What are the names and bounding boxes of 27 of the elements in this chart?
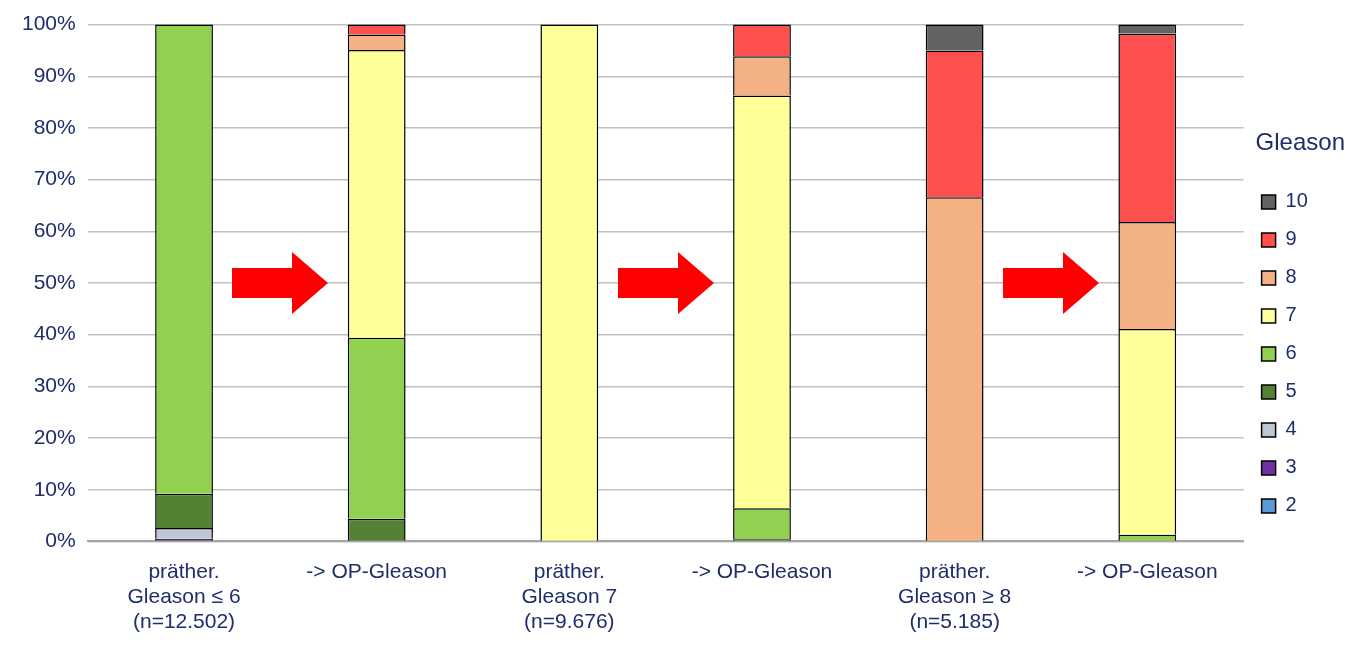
legend-title: Gleason xyxy=(1255,127,1345,155)
x-tick-label: präther. Gleason ≥ 8 (n=5.185) xyxy=(898,558,1012,633)
legend-label: 9 xyxy=(1285,227,1297,250)
x-tick-label: -> OP-Gleason xyxy=(1076,558,1218,582)
y-tick-label: 0% xyxy=(45,528,76,552)
y-tick-label: 40% xyxy=(33,321,76,345)
x-tick-label: präther. Gleason 7 (n=9.676) xyxy=(521,558,618,633)
y-tick-label: 80% xyxy=(33,114,76,138)
legend-label: 10 xyxy=(1285,189,1308,212)
y-tick-label: 20% xyxy=(33,424,76,448)
y-tick-label: 70% xyxy=(33,166,76,190)
legend-label: 3 xyxy=(1285,455,1297,478)
y-tick-label: 90% xyxy=(33,63,76,87)
y-tick-label: 60% xyxy=(33,218,76,242)
y-tick-label: 30% xyxy=(33,373,76,397)
legend-label: 8 xyxy=(1285,265,1297,288)
legend-label: 7 xyxy=(1285,303,1297,326)
legend-label: 4 xyxy=(1285,417,1297,440)
x-tick-label: -> OP-Gleason xyxy=(306,558,448,582)
y-tick-label: 50% xyxy=(33,269,76,293)
legend-label: 5 xyxy=(1285,379,1297,402)
x-tick-label: -> OP-Gleason xyxy=(691,558,833,582)
y-tick-label: 10% xyxy=(33,476,76,500)
legend-label: 2 xyxy=(1285,493,1297,516)
x-tick-label: präther. Gleason ≤ 6 (n=12.502) xyxy=(127,558,241,633)
y-tick-label: 100% xyxy=(21,11,76,35)
legend-label: 6 xyxy=(1285,341,1297,364)
